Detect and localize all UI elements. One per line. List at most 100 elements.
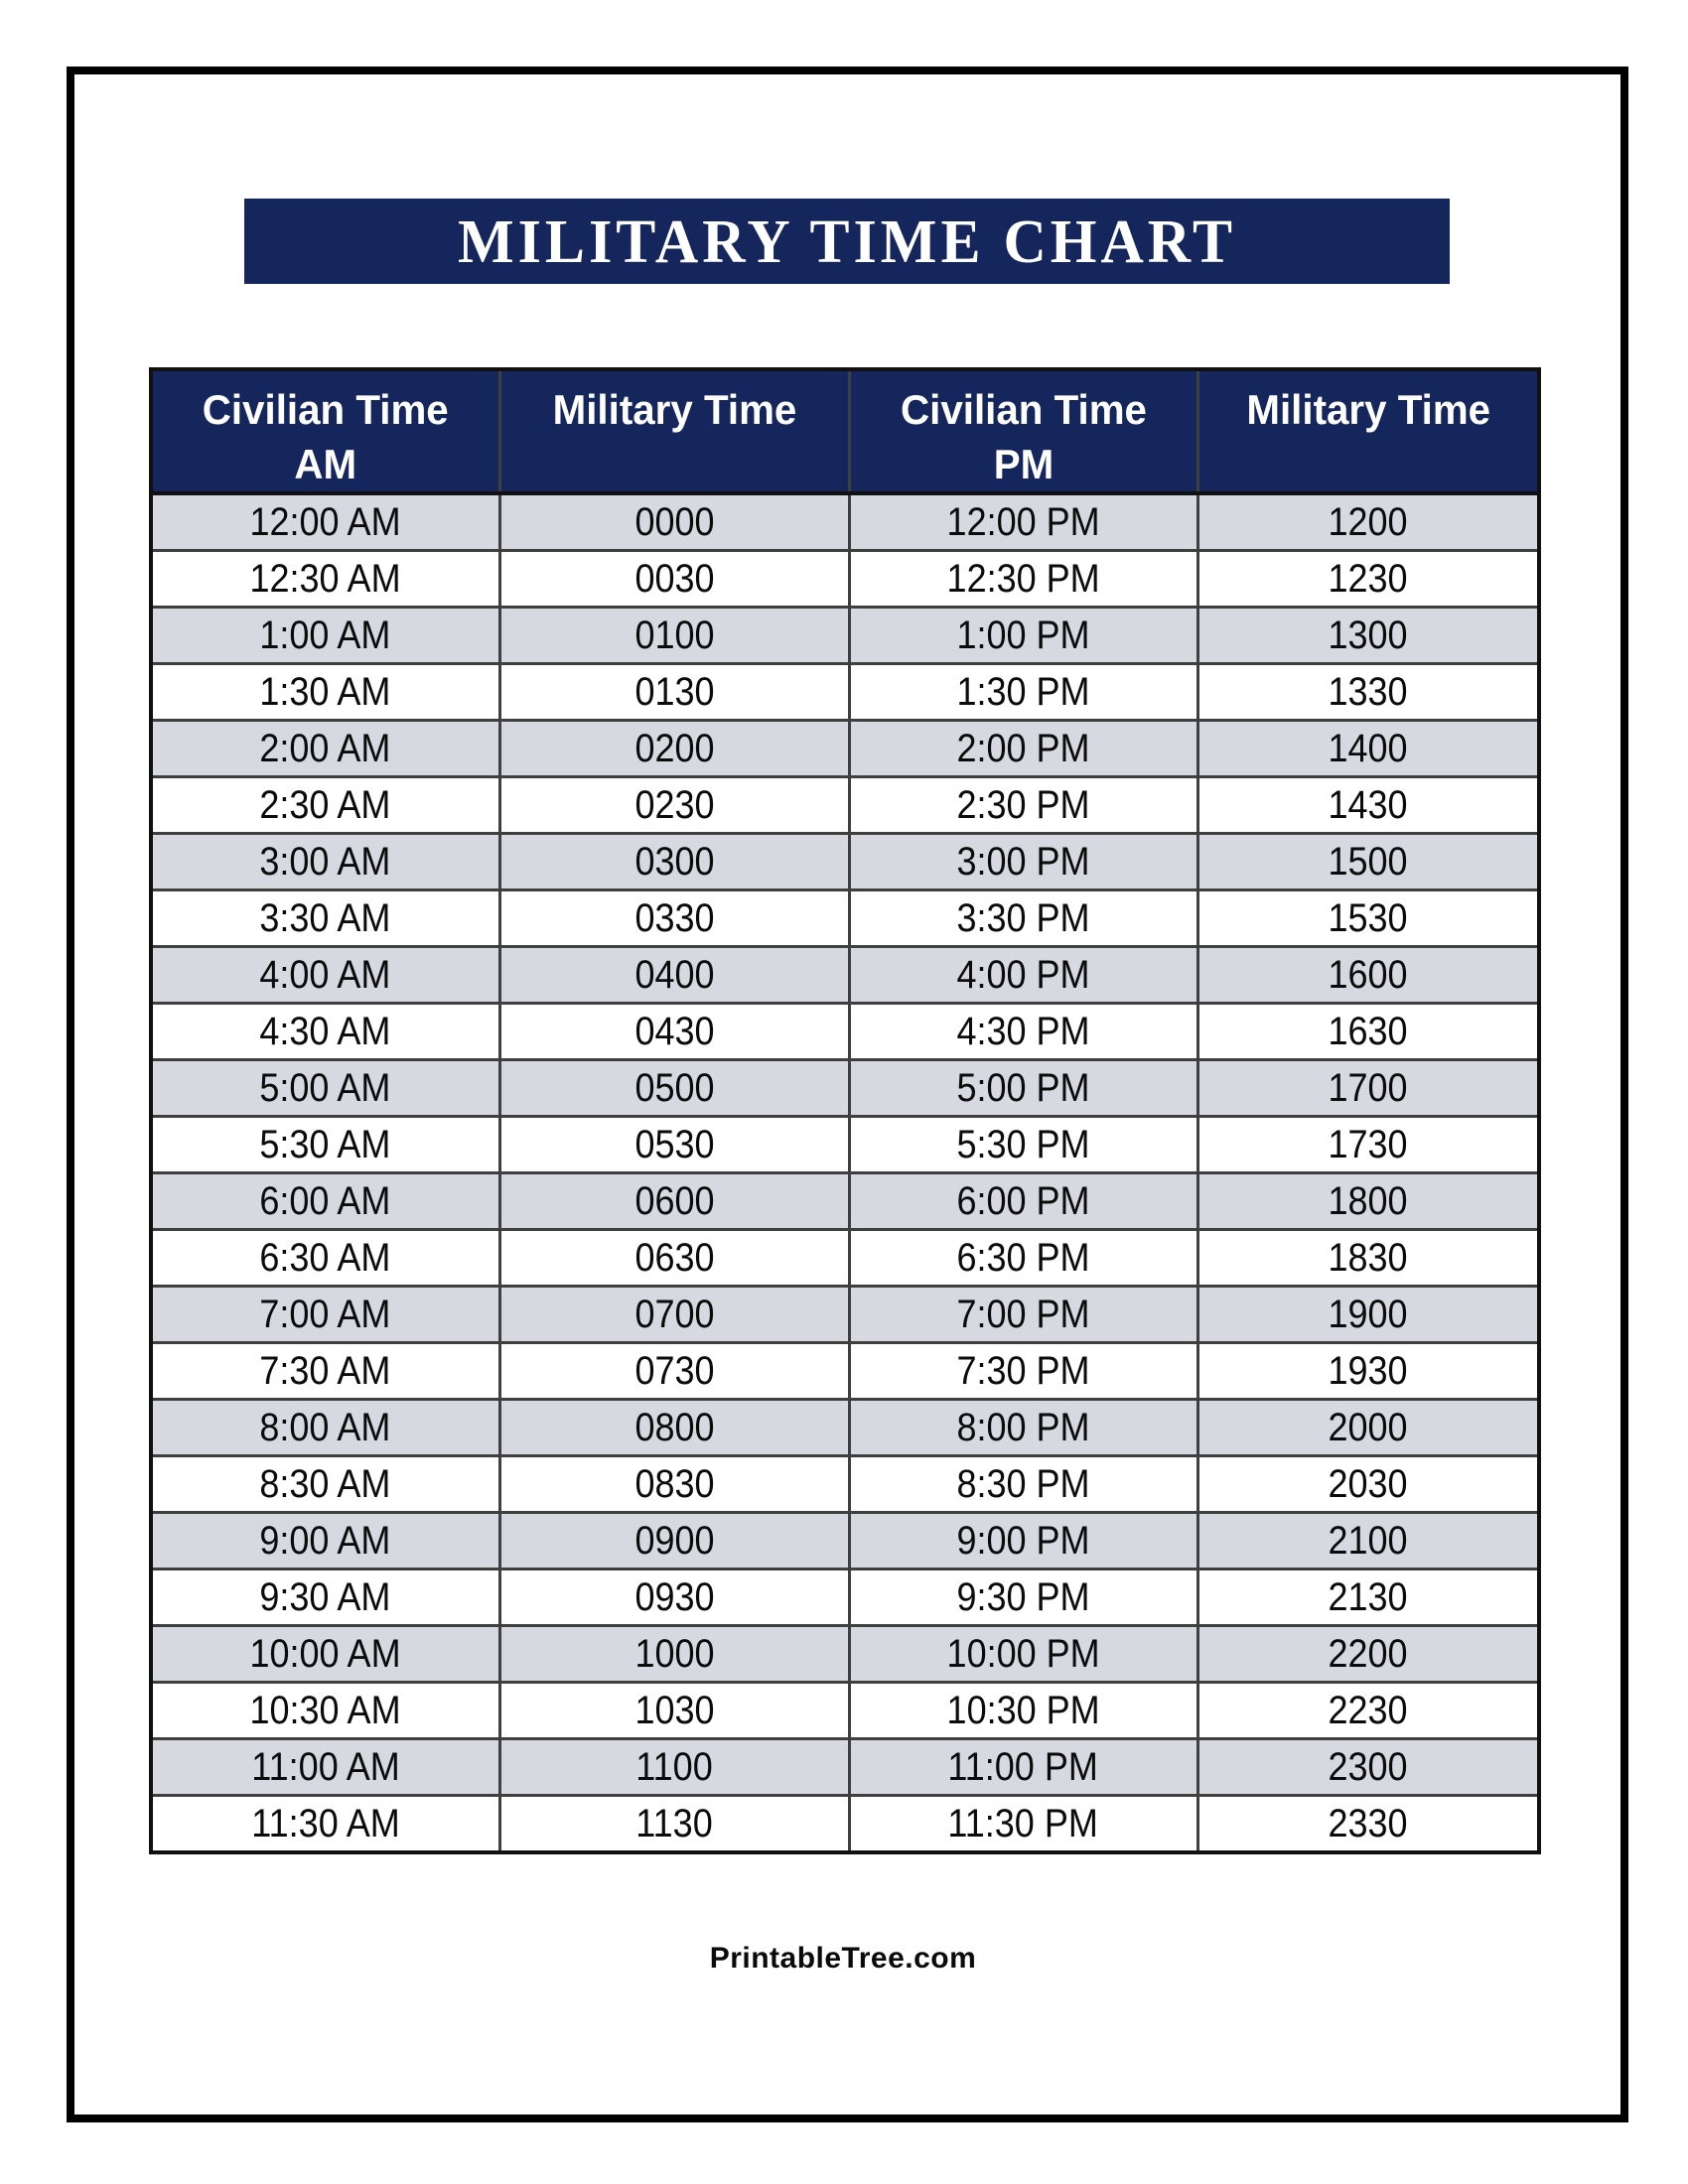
table-row: 9:30 AM 0930 9:30 PM 2130 (149, 1568, 1541, 1628)
table-cell: 1300 (1196, 606, 1541, 666)
col-header-label: Military Time (552, 386, 796, 433)
table-cell: 5:00 AM (149, 1058, 501, 1119)
table-cell: 0930 (497, 1568, 851, 1628)
table-cell: 3:30 AM (149, 888, 501, 949)
table-cell: 0030 (497, 549, 851, 610)
table-cell: 1430 (1196, 775, 1541, 836)
table-cell: 1700 (1196, 1058, 1541, 1119)
table-cell: 2230 (1196, 1681, 1541, 1741)
table-row: 4:00 AM 0400 4:00 PM 1600 (149, 945, 1541, 1006)
table-cell: 9:00 PM (847, 1511, 1199, 1571)
table-cell: 2100 (1196, 1511, 1541, 1571)
table-cell: 8:00 AM (149, 1398, 501, 1458)
table-cell: 1:30 PM (847, 662, 1199, 723)
table-cell: 0700 (497, 1285, 851, 1345)
table-cell: 0600 (497, 1171, 851, 1232)
table-cell: 4:30 AM (149, 1002, 501, 1062)
table-cell: 1530 (1196, 888, 1541, 949)
col-header-military-pm: Military Time (1196, 367, 1541, 496)
table-cell: 1:00 AM (149, 606, 501, 666)
table-cell: 0000 (497, 491, 851, 553)
table-cell: 6:30 AM (149, 1228, 501, 1289)
table-row: 4:30 AM 0430 4:30 PM 1630 (149, 1002, 1541, 1062)
table-cell: 0730 (497, 1341, 851, 1402)
table-cell: 0100 (497, 606, 851, 666)
table-cell: 0630 (497, 1228, 851, 1289)
table-cell: 11:30 AM (149, 1794, 501, 1854)
table-row: 6:00 AM 0600 6:00 PM 1800 (149, 1171, 1541, 1232)
table-cell: 12:30 AM (149, 549, 501, 610)
table-cell: 2300 (1196, 1737, 1541, 1798)
table-row: 2:00 AM 0200 2:00 PM 1400 (149, 719, 1541, 779)
table-cell: 5:30 AM (149, 1115, 501, 1175)
table-cell: 5:30 PM (847, 1115, 1199, 1175)
table-cell: 0530 (497, 1115, 851, 1175)
table-cell: 9:30 AM (149, 1568, 501, 1628)
table-cell: 10:00 AM (149, 1624, 501, 1685)
table-row: 2:30 AM 0230 2:30 PM 1430 (149, 775, 1541, 836)
table-cell: 12:30 PM (847, 549, 1199, 610)
table-cell: 0900 (497, 1511, 851, 1571)
table-cell: 4:00 AM (149, 945, 501, 1006)
table-cell: 1:00 PM (847, 606, 1199, 666)
table-cell: 1730 (1196, 1115, 1541, 1175)
table-cell: 1130 (497, 1794, 851, 1854)
table-cell: 1030 (497, 1681, 851, 1741)
table-cell: 2:30 AM (149, 775, 501, 836)
military-time-table: Civilian Time AM Military Time Civilian … (149, 367, 1541, 1855)
table-cell: 8:30 AM (149, 1454, 501, 1515)
table-cell: 6:30 PM (847, 1228, 1199, 1289)
table-cell: 7:30 PM (847, 1341, 1199, 1402)
table-cell: 1230 (1196, 549, 1541, 610)
table-cell: 7:30 AM (149, 1341, 501, 1402)
col-header-label: Civilian Time (900, 386, 1147, 433)
table-cell: 0800 (497, 1398, 851, 1458)
col-header-label: Civilian Time (202, 386, 449, 433)
time-table-body: 12:00 AM 0000 12:00 PM 1200 12:30 AM 0030 12:3… (149, 491, 1541, 1854)
table-cell: 11:00 AM (149, 1737, 501, 1798)
table-row: 3:30 AM 0330 3:30 PM 1530 (149, 888, 1541, 949)
col-header-civilian-pm: Civilian Time PM (847, 367, 1199, 496)
table-cell: 1630 (1196, 1002, 1541, 1062)
table-cell: 10:30 PM (847, 1681, 1199, 1741)
table-cell: 11:30 PM (847, 1794, 1199, 1854)
table-cell: 3:00 PM (847, 832, 1199, 892)
table-cell: 1000 (497, 1624, 851, 1685)
table-row: 7:00 AM 0700 7:00 PM 1900 (149, 1285, 1541, 1345)
table-cell: 9:00 AM (149, 1511, 501, 1571)
table-row: 5:30 AM 0530 5:30 PM 1730 (149, 1115, 1541, 1175)
page-border (67, 67, 1628, 2122)
table-cell: 5:00 PM (847, 1058, 1199, 1119)
table-cell: 2330 (1196, 1794, 1541, 1854)
table-row: 1:00 AM 0100 1:00 PM 1300 (149, 606, 1541, 666)
table-cell: 1900 (1196, 1285, 1541, 1345)
table-cell: 3:00 AM (149, 832, 501, 892)
table-cell: 1500 (1196, 832, 1541, 892)
table-cell: 10:30 AM (149, 1681, 501, 1741)
table-row: 10:00 AM 1000 10:00 PM 2200 (149, 1624, 1541, 1685)
col-header-sublabel: PM (993, 440, 1054, 487)
table-cell: 2:00 AM (149, 719, 501, 779)
table-cell: 2:30 PM (847, 775, 1199, 836)
col-header-military-am: Military Time (497, 367, 851, 496)
table-cell: 1930 (1196, 1341, 1541, 1402)
table-cell: 1400 (1196, 719, 1541, 779)
table-cell: 0430 (497, 1002, 851, 1062)
table-cell: 2030 (1196, 1454, 1541, 1515)
table-row: 8:30 AM 0830 8:30 PM 2030 (149, 1454, 1541, 1515)
table-cell: 0830 (497, 1454, 851, 1515)
table-cell: 4:30 PM (847, 1002, 1199, 1062)
table-row: 8:00 AM 0800 8:00 PM 2000 (149, 1398, 1541, 1458)
table-cell: 11:00 PM (847, 1737, 1199, 1798)
table-cell: 9:30 PM (847, 1568, 1199, 1628)
table-cell: 0200 (497, 719, 851, 779)
col-header-sublabel: AM (294, 440, 357, 487)
table-cell: 1600 (1196, 945, 1541, 1006)
header-row: Civilian Time AM Military Time Civilian … (149, 367, 1541, 496)
table-cell: 1200 (1196, 491, 1541, 553)
footer-site-label: PrintableTree.com (709, 1942, 977, 1975)
table-cell: 1100 (497, 1737, 851, 1798)
table-cell: 7:00 AM (149, 1285, 501, 1345)
col-header-civilian-am: Civilian Time AM (149, 367, 501, 496)
table-cell: 2000 (1196, 1398, 1541, 1458)
